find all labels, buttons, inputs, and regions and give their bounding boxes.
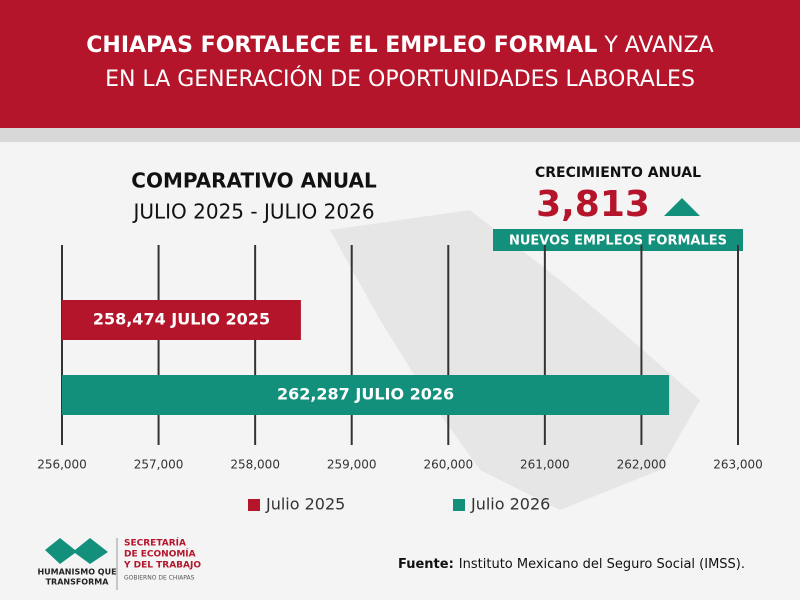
x-tick-label: 257,000 xyxy=(134,458,184,472)
chart-subtitle: JULIO 2025 - JULIO 2026 xyxy=(131,200,374,224)
x-tick-label: 262,000 xyxy=(617,458,667,472)
header-title: CHIAPAS FORTALECE EL EMPLEO FORMAL Y AVAN… xyxy=(86,33,713,58)
data-label: 258,474 JULIO 2025 xyxy=(93,310,270,329)
data-label: 262,287 JULIO 2026 xyxy=(277,385,454,404)
legend-label: Julio 2025 xyxy=(265,495,345,514)
header-title-line2: EN LA GENERACIÓN DE OPORTUNIDADES LABORA… xyxy=(105,66,695,92)
source-text: Instituto Mexicano del Seguro Social (IM… xyxy=(459,557,745,572)
bar xyxy=(62,375,670,415)
growth-heading: CRECIMIENTO ANUAL xyxy=(535,165,701,181)
logo-text: HUMANISMO QUE xyxy=(37,568,116,577)
map-silhouette xyxy=(330,210,700,510)
x-tick-label: 259,000 xyxy=(327,458,377,472)
logo-text: TRANSFORMA xyxy=(46,578,110,587)
plot: 256,000 257,000 258,000 259,000 260,000 261,0… xyxy=(37,245,763,514)
legend-swatch xyxy=(453,499,465,511)
logo-text: GOBIERNO DE CHIAPAS xyxy=(124,575,195,582)
growth-caption-box xyxy=(493,229,743,251)
x-tick-label: 258,000 xyxy=(230,458,280,472)
growth-value: 3,813 xyxy=(536,184,650,225)
growth-caption: NUEVOS EMPLEOS FORMALES xyxy=(509,234,727,249)
x-tick-label: 260,000 xyxy=(423,458,473,472)
bar xyxy=(62,300,301,340)
x-tick-label: 263,000 xyxy=(713,458,763,472)
header-title-bold: CHIAPAS FORTALECE EL EMPLEO FORMAL xyxy=(86,33,597,58)
header-stripe xyxy=(0,128,800,142)
x-tick-label: 256,000 xyxy=(37,458,87,472)
logo-text: DE ECONOMÍA xyxy=(124,548,196,560)
logo-text: SECRETARÍA xyxy=(124,537,186,549)
source-label: Fuente: xyxy=(398,557,454,572)
chart-title: COMPARATIVO ANUAL xyxy=(131,169,377,193)
legend-swatch xyxy=(248,499,260,511)
x-tick-label: 261,000 xyxy=(520,458,570,472)
logo: HUMANISMO QUE TRANSFORMA SECRETARÍA DE E… xyxy=(37,537,201,590)
header-band xyxy=(0,0,800,128)
header-title-rest: Y AVANZA xyxy=(603,33,713,58)
legend-label: Julio 2026 xyxy=(470,495,550,514)
logo-text: Y DEL TRABAJO xyxy=(123,561,201,571)
growth-arrow xyxy=(664,198,700,216)
source: Fuente: Instituto Mexicano del Seguro Soc… xyxy=(398,557,745,572)
logo-mark xyxy=(45,538,108,564)
